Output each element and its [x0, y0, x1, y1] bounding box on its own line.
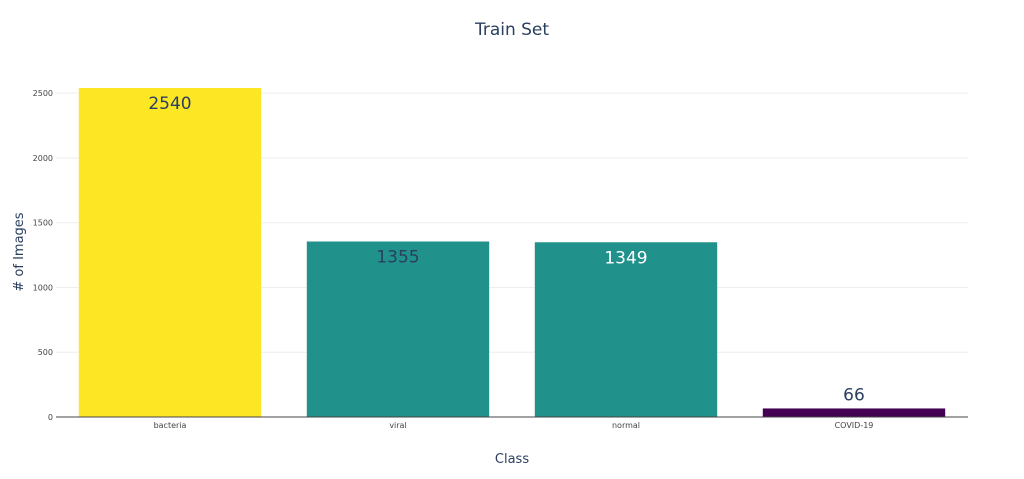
bar-normal[interactable]	[534, 242, 718, 417]
y-tick-label: 1500	[33, 219, 53, 228]
bar-viral[interactable]	[306, 241, 490, 417]
x-tick-label: viral	[389, 421, 406, 430]
bar-covid-19[interactable]	[762, 408, 946, 417]
x-axis-title: Class	[495, 452, 529, 467]
data-label: 66	[843, 385, 865, 405]
x-tick-label: normal	[612, 421, 640, 430]
y-tick-label: 1000	[33, 283, 53, 292]
y-tick-label: 0	[48, 413, 53, 422]
x-tick-label: bacteria	[154, 421, 187, 430]
y-axis-title: # of Images	[12, 212, 27, 291]
x-tick-labels: bacteria viral normal COVID-19	[154, 421, 874, 430]
y-tick-label: 2000	[33, 154, 53, 163]
chart-title: Train Set	[474, 20, 549, 40]
bars	[78, 88, 946, 417]
data-label: 2540	[148, 94, 191, 114]
y-tick-label: 500	[38, 348, 53, 357]
x-tick-label: COVID-19	[835, 421, 874, 430]
y-tick-label: 2500	[33, 89, 53, 98]
data-label: 1349	[604, 248, 647, 268]
y-tick-labels: 0 500 1000 1500 2000 2500	[33, 89, 53, 422]
bar-bacteria[interactable]	[78, 88, 262, 417]
data-label: 1355	[376, 247, 419, 267]
data-labels: 2540 1355 1349 66	[148, 94, 864, 405]
